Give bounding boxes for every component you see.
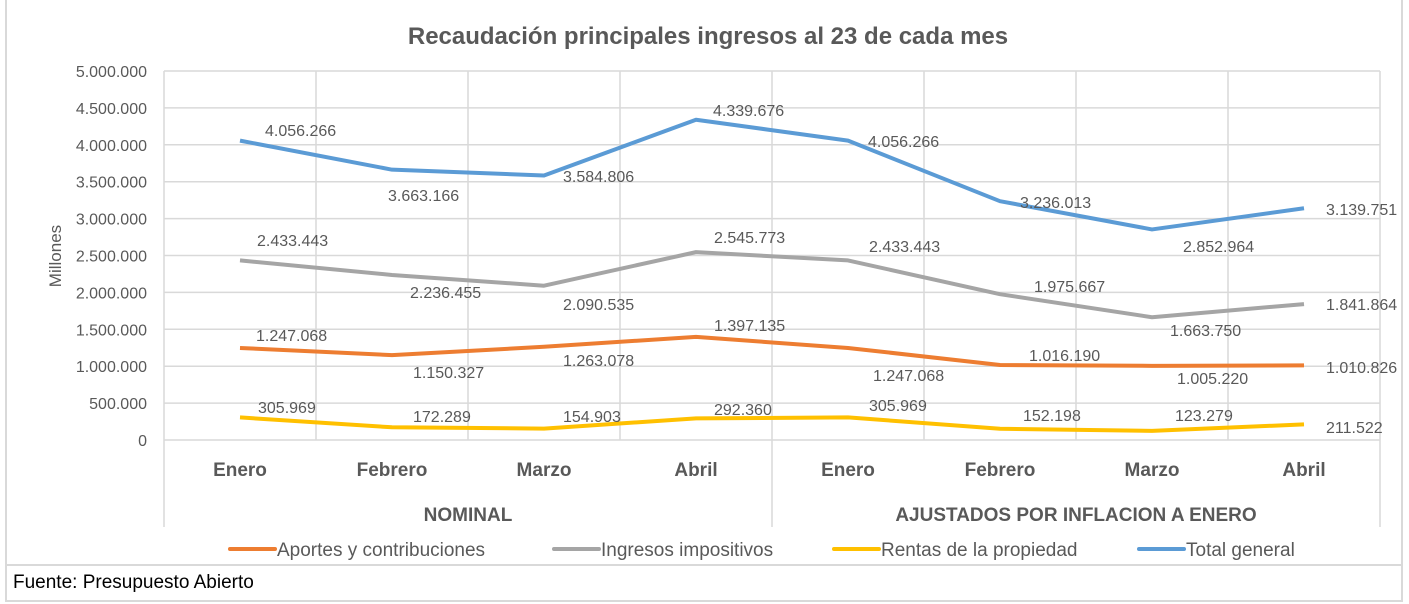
x-tick-label: Marzo <box>1125 460 1180 481</box>
data-label: 3.236.013 <box>1020 195 1091 212</box>
y-tick-label: 3.000.000 <box>76 212 147 229</box>
data-label: 4.056.266 <box>868 134 939 151</box>
source-note: Fuente: Presupuesto Abierto <box>13 572 254 593</box>
series-line-2 <box>239 415 1305 433</box>
data-label: 2.090.535 <box>563 297 634 314</box>
y-tick-label: 4.500.000 <box>76 101 147 118</box>
data-label: 2.545.773 <box>714 230 785 247</box>
data-label: 1.005.220 <box>1177 371 1248 388</box>
group-label: AJUSTADOS POR INFLACION A ENERO <box>895 505 1256 526</box>
legend-label: Rentas de la propiedad <box>881 540 1077 561</box>
x-tick-label: Marzo <box>517 460 572 481</box>
legend-label: Total general <box>1186 540 1295 561</box>
data-label: 1.975.667 <box>1034 279 1105 296</box>
data-label: 305.969 <box>258 400 316 417</box>
data-label: 3.663.166 <box>388 188 459 205</box>
data-label: 154.903 <box>563 409 621 426</box>
data-label: 1.016.190 <box>1029 348 1100 365</box>
data-label: 1.010.826 <box>1326 360 1397 377</box>
y-tick-label: 4.000.000 <box>76 138 147 155</box>
x-tick-label: Abril <box>674 460 717 481</box>
x-tick-label: Febrero <box>965 460 1036 481</box>
data-label: 123.279 <box>1175 408 1233 425</box>
y-tick-label: 3.500.000 <box>76 175 147 192</box>
series-line-1 <box>239 250 1305 320</box>
data-label: 152.198 <box>1023 408 1081 425</box>
group-label: NOMINAL <box>424 505 513 526</box>
legend-label: Ingresos impositivos <box>601 540 773 561</box>
data-label: 3.139.751 <box>1326 202 1397 219</box>
data-label: 1.663.750 <box>1170 323 1241 340</box>
data-label: 1.247.068 <box>873 368 944 385</box>
data-label: 305.969 <box>869 398 927 415</box>
data-label: 1.247.068 <box>256 328 327 345</box>
y-tick-label: 1.000.000 <box>76 359 147 376</box>
data-label: 1.397.135 <box>714 318 785 335</box>
chart-area <box>5 0 1403 566</box>
source-box <box>5 566 1403 602</box>
data-label: 2.433.443 <box>257 233 328 250</box>
chart-title: Recaudación principales ingresos al 23 d… <box>408 23 1008 50</box>
y-axis-label: Millones <box>46 225 65 287</box>
data-label: 4.056.266 <box>265 123 336 140</box>
data-label: 2.433.443 <box>869 239 940 256</box>
legend-label: Aportes y contribuciones <box>277 540 485 561</box>
x-tick-label: Abril <box>1282 460 1325 481</box>
data-label: 2.852.964 <box>1183 239 1254 256</box>
y-tick-label: 5.000.000 <box>76 64 147 81</box>
data-label: 4.339.676 <box>713 103 784 120</box>
y-tick-label: 2.500.000 <box>76 249 147 266</box>
data-label: 292.360 <box>714 402 772 419</box>
x-tick-label: Febrero <box>357 460 428 481</box>
data-label: 172.289 <box>413 409 471 426</box>
y-tick-label: 1.500.000 <box>76 322 147 339</box>
data-label: 211.522 <box>1326 420 1383 437</box>
data-label: 1.841.864 <box>1326 297 1397 314</box>
x-tick-label: Enero <box>213 460 267 481</box>
y-tick-label: 500.000 <box>89 396 147 413</box>
x-tick-label: Enero <box>821 460 875 481</box>
series-line-0 <box>239 334 1305 368</box>
y-tick-label: 2.000.000 <box>76 285 147 302</box>
data-label: 1.263.078 <box>563 353 634 370</box>
data-label: 1.150.327 <box>413 365 484 382</box>
data-label: 3.584.806 <box>563 169 634 186</box>
series-line-3 <box>239 117 1305 232</box>
y-tick-label: 0 <box>138 433 147 450</box>
data-label: 2.236.455 <box>410 285 481 302</box>
